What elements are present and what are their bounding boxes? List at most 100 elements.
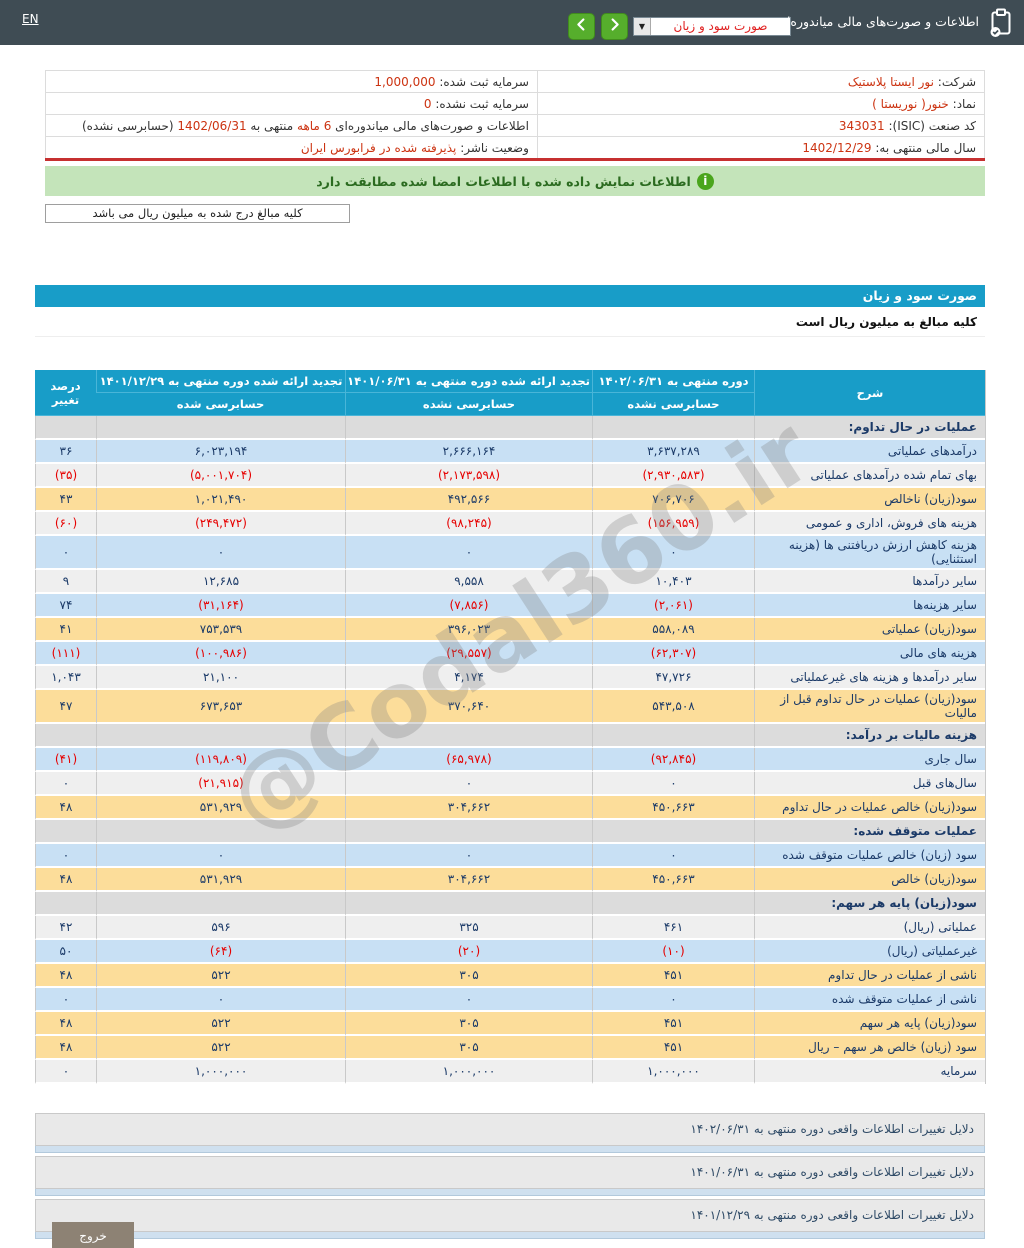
cell-value — [345, 820, 592, 844]
cell-value — [96, 892, 345, 916]
row-label: سود(زیان) ناخالص — [754, 488, 985, 512]
chevron-down-icon[interactable]: ▼ — [634, 18, 651, 35]
cell-value: ۱,۰۰۰,۰۰۰ — [96, 1060, 345, 1084]
cell-value: (۱۰۰,۹۸۶) — [96, 642, 345, 666]
cell-value: ۰ — [345, 844, 592, 868]
cell-value: (۹۲,۸۴۵) — [592, 748, 754, 772]
cell-value: (۳۵) — [35, 464, 96, 488]
cell-value: ۴,۱۷۴ — [345, 666, 592, 690]
change-reasons-bar[interactable]: دلایل تغییرات اطلاعات واقعی دوره منتهی ب… — [35, 1113, 985, 1146]
cell-value — [35, 820, 96, 844]
cell-value: (۲,۱۷۳,۵۹۸) — [345, 464, 592, 488]
table-header: شرح دوره منتهی به ۱۴۰۲/۰۶/۳۱ تجدید ارائه… — [35, 370, 985, 416]
info-value: منتهی به — [246, 118, 298, 133]
change-reasons-bar[interactable]: دلایل تغییرات اطلاعات واقعی دوره منتهی ب… — [35, 1199, 985, 1232]
row-label: غیرعملیاتی (ریال) — [754, 940, 985, 964]
cell-value — [592, 892, 754, 916]
report-type-select[interactable]: ▼ صورت سود و زیان — [633, 17, 791, 36]
change-reasons-panel — [35, 1146, 985, 1153]
income-statement-table: شرح دوره منتهی به ۱۴۰۲/۰۶/۳۱ تجدید ارائه… — [35, 370, 986, 1084]
cell-value: ۹ — [35, 570, 96, 594]
nav-forward-button[interactable] — [601, 13, 628, 40]
cell-value: ۰ — [35, 844, 96, 868]
cell-value: ۴۵۰,۶۶۳ — [592, 868, 754, 892]
info-value: خنور( نوریستا ) — [872, 96, 949, 111]
cell-value: ۴۶۱ — [592, 916, 754, 940]
cell-value: (۱۱۱) — [35, 642, 96, 666]
cell-value: ۰ — [35, 988, 96, 1012]
page-title: اطلاعات و صورت‌های مالی میاندوره‌ای — [777, 14, 979, 29]
info-value: 1,000,000 — [374, 74, 436, 89]
cell-value: ۵۰ — [35, 940, 96, 964]
cell-value: ۴۸ — [35, 868, 96, 892]
info-label: سرمایه ثبت نشده: — [431, 96, 529, 111]
row-label: ناشی از عملیات متوقف شده — [754, 988, 985, 1012]
cell-value: (۴۱) — [35, 748, 96, 772]
table-row: هزینه کاهش ارزش دریافتنی ها (هزینه استثن… — [35, 536, 985, 570]
company-info-cell: شرکت: نور ایستا پلاستیک — [536, 70, 986, 93]
cell-value: ۱,۰۰۰,۰۰۰ — [345, 1060, 592, 1084]
company-info-cell: سرمایه ثبت شده: 1,000,000 — [45, 70, 538, 93]
row-label: سایر درآمدها — [754, 570, 985, 594]
footer-area: دلایل تغییرات اطلاعات واقعی دوره منتهی ب… — [35, 1113, 985, 1242]
company-info-cell: وضعیت ناشر: پذیرفته شده در فرابورس ایران — [45, 136, 538, 159]
table-row: سایر درآمدها و هزینه های غیرعملیاتی ۴۷,۷۲… — [35, 666, 985, 690]
row-label: سود(زیان) پایه هر سهم — [754, 1012, 985, 1036]
cell-value: ۴۸ — [35, 1012, 96, 1036]
col-subheader-audit-3: حسابرسی شده — [96, 393, 345, 416]
unit-note-box: کلیه مبالغ درج شده به میلیون ریال می باش… — [45, 204, 350, 223]
cell-value: ۴۷,۷۲۶ — [592, 666, 754, 690]
cell-value — [96, 416, 345, 440]
table-row: سایر درآمدها ۱۰,۴۰۳ ۹,۵۵۸ ۱۲,۶۸۵ ۹ — [35, 570, 985, 594]
cell-value: ۵۳۱,۹۲۹ — [96, 796, 345, 820]
cell-value: ۴۵۱ — [592, 1012, 754, 1036]
chevron-right-icon — [607, 17, 622, 36]
red-divider — [45, 158, 985, 161]
cell-value: ۵۲۲ — [96, 1012, 345, 1036]
cell-value: ۱,۰۴۳ — [35, 666, 96, 690]
company-info-row: کد صنعت (ISIC): 343031 اطلاعات و صورت‌های… — [45, 114, 986, 137]
company-info-cell: سرمایه ثبت نشده: 0 — [45, 92, 538, 115]
cell-value: ۴۸ — [35, 964, 96, 988]
row-label: هزینه مالیات بر درآمد: — [754, 724, 985, 748]
cell-value: ۲۱,۱۰۰ — [96, 666, 345, 690]
logout-button[interactable]: خروج — [52, 1222, 134, 1248]
cell-value: ۳۰۴,۶۶۲ — [345, 796, 592, 820]
cell-value: ۰ — [35, 772, 96, 796]
row-label: سایر درآمدها و هزینه های غیرعملیاتی — [754, 666, 985, 690]
row-label: عملیات متوقف شده: — [754, 820, 985, 844]
cell-value: ۹,۵۵۸ — [345, 570, 592, 594]
row-label: سال جاری — [754, 748, 985, 772]
cell-value: (۵,۰۰۱,۷۰۴) — [96, 464, 345, 488]
cell-value: ۳۰۵ — [345, 964, 592, 988]
row-label: عملیاتی (ریال) — [754, 916, 985, 940]
info-value: 1402/06/31 — [177, 118, 247, 133]
table-row: سود(زیان) عملیاتی ۵۵۸,۰۸۹ ۳۹۶,۰۲۳ ۷۵۳,۵۳۹ ۴۱ — [35, 618, 985, 642]
change-reasons-bar[interactable]: دلایل تغییرات اطلاعات واقعی دوره منتهی ب… — [35, 1156, 985, 1189]
cell-value: (۲,۰۶۱) — [592, 594, 754, 618]
row-label: درآمدهای عملیاتی — [754, 440, 985, 464]
table-row: هزینه های فروش، اداری و عمومی (۱۵۶,۹۵۹) (۹… — [35, 512, 985, 536]
cell-value: (۲۴۹,۴۷۲) — [96, 512, 345, 536]
table-row: سایر هزینه‌ها (۲,۰۶۱) (۷,۸۵۶) (۳۱,۱۶۴) ۷۴ — [35, 594, 985, 618]
table-row: سرمایه ۱,۰۰۰,۰۰۰ ۱,۰۰۰,۰۰۰ ۱,۰۰۰,۰۰۰ ۰ — [35, 1060, 985, 1084]
row-label: ناشی از عملیات در حال تداوم — [754, 964, 985, 988]
table-row: سود(زیان) خالص ۴۵۰,۶۶۳ ۳۰۴,۶۶۲ ۵۳۱,۹۲۹ ۴۸ — [35, 868, 985, 892]
cell-value: ۱۲,۶۸۵ — [96, 570, 345, 594]
language-en-link[interactable]: EN — [22, 12, 39, 26]
cell-value: ۱,۰۲۱,۴۹۰ — [96, 488, 345, 512]
table-row: سود(زیان) پایه هر سهم ۴۵۱ ۳۰۵ ۵۲۲ ۴۸ — [35, 1012, 985, 1036]
info-label: وضعیت ناشر: — [456, 140, 529, 155]
cell-value: ۴۲ — [35, 916, 96, 940]
cell-value: ۰ — [592, 844, 754, 868]
cell-value: ۳۲۵ — [345, 916, 592, 940]
cell-value — [345, 416, 592, 440]
cell-value: ۳۰۵ — [345, 1036, 592, 1060]
cell-value: ۴۸ — [35, 796, 96, 820]
table-row: سود(زیان) ناخالص ۷۰۶,۷۰۶ ۴۹۲,۵۶۶ ۱,۰۲۱,۴۹۰ ۴… — [35, 488, 985, 512]
row-label: سود(زیان) عملیاتی — [754, 618, 985, 642]
row-label: سال‌های قبل — [754, 772, 985, 796]
row-label: سود(زیان) خالص — [754, 868, 985, 892]
nav-back-button[interactable] — [568, 13, 595, 40]
